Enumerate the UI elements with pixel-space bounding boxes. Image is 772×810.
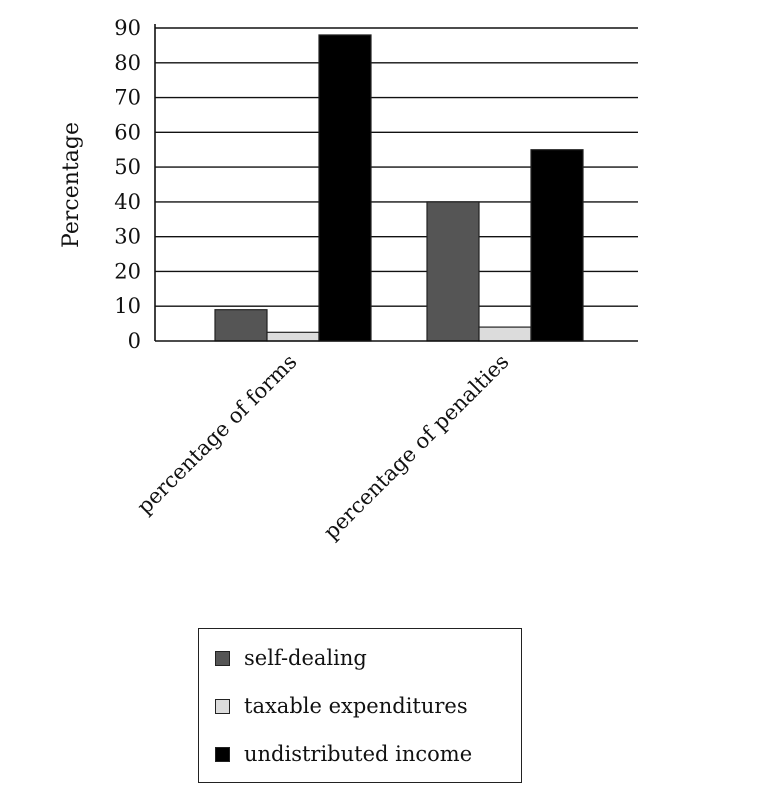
y-tick-label: 20 (114, 259, 141, 283)
y-axis-title: Percentage (59, 122, 84, 248)
bar-undistributed-income-2 (530, 149, 584, 342)
legend: self-dealing taxable expenditures undist… (198, 628, 522, 783)
bar-self-dealing-2 (426, 201, 480, 342)
y-tick-label: 60 (114, 120, 141, 144)
legend-item-undistributed-income: undistributed income (215, 739, 472, 769)
legend-swatch-taxable-expenditures (215, 698, 230, 714)
y-tick-labels: 0 10 20 30 40 50 60 70 80 90 (114, 16, 141, 353)
y-tick-label: 0 (128, 329, 141, 353)
x-category-label: percentage of penalties (319, 350, 514, 545)
bar-self-dealing-1 (214, 309, 268, 342)
y-tick-label: 40 (114, 190, 141, 214)
y-tick-label: 30 (114, 225, 141, 249)
legend-label: self-dealing (244, 646, 367, 670)
legend-label: undistributed income (244, 742, 473, 766)
bar-taxable-expenditures-1 (266, 331, 320, 342)
gridlines (155, 27, 638, 307)
bar-taxable-expenditures-2 (478, 326, 532, 342)
y-tick-label: 10 (114, 294, 141, 318)
bar-chart: 0 10 20 30 40 50 60 70 80 90 percentage of forms p… (59, 16, 638, 545)
legend-swatch-undistributed-income (215, 746, 230, 762)
x-category-labels: percentage of forms percentage of penalti… (132, 350, 513, 545)
y-tick-label: 70 (114, 86, 141, 110)
legend-label: taxable expenditures (244, 694, 468, 718)
legend-swatch-self-dealing (215, 650, 230, 666)
bar-undistributed-income-1 (318, 34, 372, 342)
y-tick-label: 90 (114, 16, 141, 40)
legend-item-taxable-expenditures: taxable expenditures (215, 691, 468, 721)
legend-item-self-dealing: self-dealing (215, 643, 367, 673)
axes (154, 24, 638, 342)
y-tick-label: 80 (114, 51, 141, 75)
bars (214, 34, 584, 342)
x-category-label: percentage of forms (132, 350, 301, 519)
y-tick-label: 50 (114, 155, 141, 179)
